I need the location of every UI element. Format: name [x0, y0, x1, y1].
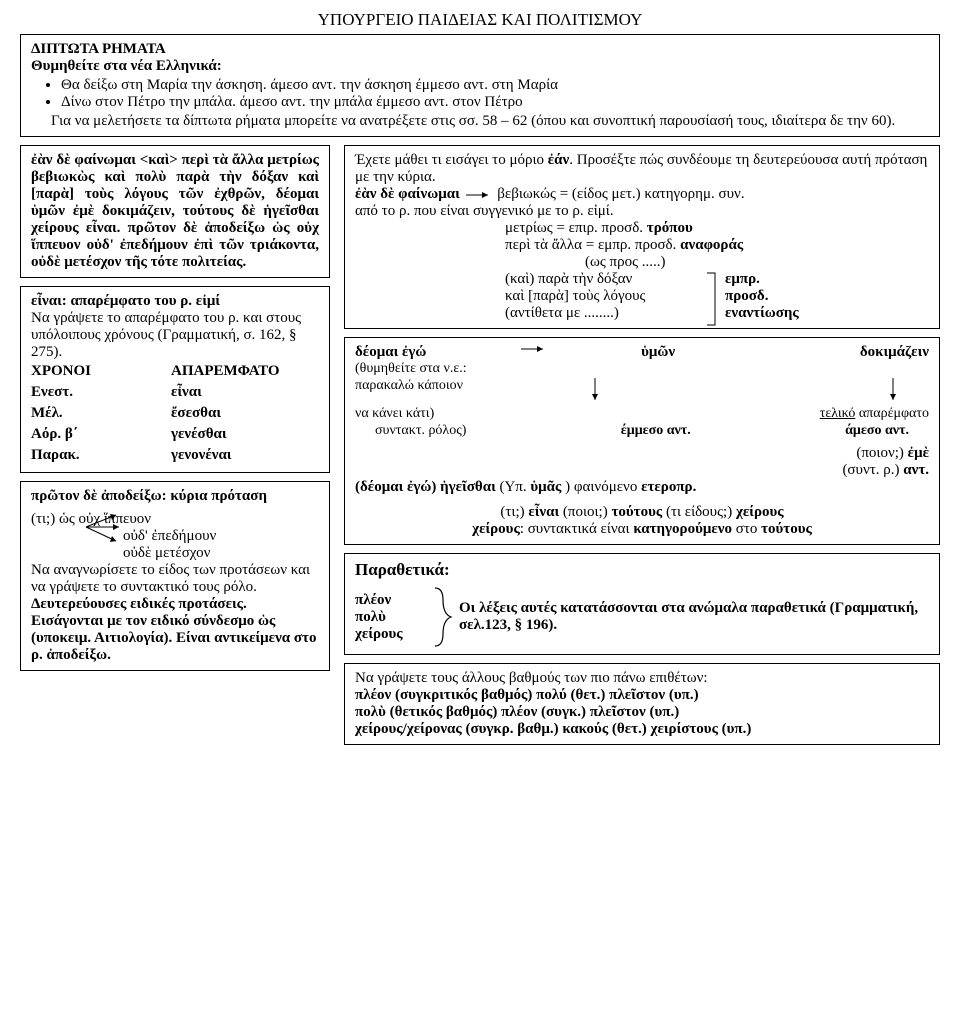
- ean-l6: (ως προς .....): [585, 254, 929, 271]
- tense-aor-v: γενέσθαι: [171, 424, 319, 445]
- deomai-r4a: να κάνει κάτι): [355, 406, 434, 423]
- example-2: Δίνω στον Πέτρο την μπάλα. άμεσο αντ. τη…: [61, 94, 929, 111]
- deomai-r5b: έμμεσο αντ.: [621, 423, 691, 440]
- para-i2: πολὺ: [355, 609, 425, 626]
- inf-line2: Να γράψετε το απαρέμφατο του ρ. και στου…: [31, 310, 319, 361]
- parathetika-box: Παραθετικά: πλέον πολὺ χείρους Οι λέξεις…: [344, 553, 940, 655]
- examples-list: Θα δείξω στη Μαρία την άσκηση. άμεσο αντ…: [61, 77, 929, 111]
- tense-fut: Μέλ.: [31, 403, 171, 424]
- degrees-box: Να γράψετε τους άλλους βαθμούς των πιο π…: [344, 663, 940, 745]
- deg-r3: χείρους/χείρονας (συγκρ. βαθμ.) κακούς (…: [355, 721, 929, 738]
- ean-l8r: προσδ.: [725, 288, 799, 305]
- curly-brace-icon: [431, 586, 453, 648]
- deomai-r3: παρακαλώ κάποιον: [355, 378, 463, 406]
- tense-hdr-left: ΧΡΟΝΟΙ: [31, 361, 171, 382]
- tense-pres: Ενεστ.: [31, 382, 171, 403]
- arrow-right-icon: [464, 190, 494, 200]
- deomai-r4c: απαρέμφατο: [859, 406, 929, 421]
- deomai-r11: (τι;) εἶναι (ποιοι;) τούτους (τι είδους;…: [355, 504, 929, 521]
- deomai-box: δέομαι ἐγώ ὑμῶν δοκιμάζειν (θυμηθείτε στ…: [344, 337, 940, 545]
- infinitive-box: εἶναι: απαρέμφατο του ρ. εἰμί Να γράψετε…: [20, 286, 330, 473]
- para-title: Παραθετικά:: [355, 560, 929, 580]
- deomai-r8: (συντ. ρ.) αντ.: [355, 462, 929, 479]
- tense-perf-v: γενονέναι: [171, 445, 319, 466]
- tense-aor: Αόρ. β΄: [31, 424, 171, 445]
- ean-l5: περὶ τὰ ἄλλα = εμπρ. προσδ. αναφοράς: [505, 237, 929, 254]
- ministry-title: ΥΠΟΥΡΓΕΙΟ ΠΑΙΔΕΙΑΣ ΚΑΙ ΠΟΛΙΤΙΣΜΟΥ: [20, 10, 940, 30]
- tense-pres-v: εἶναι: [171, 382, 319, 403]
- deomai-r4b: τελικό: [820, 406, 856, 421]
- deg-r1: πλέον (συγκριτικός βαθμός) πολύ (θετ.) π…: [355, 687, 929, 704]
- para-i3: χείρους: [355, 626, 425, 643]
- example-1: Θα δείξω στη Μαρία την άσκηση. άμεσο αντ…: [61, 77, 929, 94]
- arrow-down-icon: [887, 378, 899, 406]
- ean-analysis-box: Έχετε μάθει τι εισάγει το μόριο ἐάν. Προ…: [344, 145, 940, 329]
- tense-perf: Παρακ.: [31, 445, 171, 466]
- deomai-r5c: άμεσο αντ.: [845, 423, 909, 440]
- deomai-r1: δέομαι ἐγώ ὑμῶν δοκιμάζειν: [355, 344, 929, 361]
- deomai-r7: (ποιον;) ἐμὲ: [355, 445, 929, 462]
- ean-l9r: εναντίωσης: [725, 305, 799, 322]
- para-i1: πλέον: [355, 592, 425, 609]
- deomai-r12: χείρους: συντακτικά είναι κατηγορούμενο …: [355, 521, 929, 538]
- para-text: Οι λέξεις αυτές κατατάσσονται στα ανώμαλ…: [459, 600, 929, 634]
- deg-r2: πολὺ (θετικός βαθμός) πλέον (συγκ.) πλεῖ…: [355, 704, 929, 721]
- ean-l7r: εμπρ.: [725, 271, 799, 288]
- title-diptota: ΔΙΠΤΩΤΑ ΡΗΜΑΤΑ: [31, 41, 929, 58]
- right-bracket-icon: [705, 271, 719, 327]
- arrow-right-icon: [519, 344, 549, 354]
- greek-passage-box: ἐὰν δὲ φαίνωμαι <καὶ> περὶ τὰ ἄλλα μετρί…: [20, 145, 330, 278]
- deomai-r5a: συντακτ. ρόλος): [375, 423, 466, 440]
- tense-hdr-right: ΑΠΑΡΕΜΦΑΤΟ: [171, 361, 319, 382]
- deg-l1: Να γράψετε τους άλλους βαθμούς των πιο π…: [355, 670, 929, 687]
- clause-analysis-box: πρῶτον δὲ ἀποδείξω: κύρια πρόταση (τι;) …: [20, 481, 330, 671]
- intro-note: Για να μελετήσετε τα δίπτωτα ρήματα μπορ…: [51, 113, 929, 130]
- tense-fut-v: ἔσεσθαι: [171, 403, 319, 424]
- ean-l1: Έχετε μάθει τι εισάγει το μόριο ἐάν. Προ…: [355, 152, 929, 186]
- inf-line1: εἶναι: απαρέμφατο του ρ. εἰμί: [31, 293, 319, 310]
- ean-l3: από το ρ. που είναι συγγενικό με το ρ. ε…: [355, 203, 929, 220]
- title-remember: Θυμηθείτε στα νέα Ελληνικά:: [31, 58, 929, 75]
- cab-l6: Δευτερεύουσες ειδικές προτάσεις. Εισάγον…: [31, 596, 319, 664]
- cab-l1: πρῶτον δὲ ἀποδείξω: κύρια πρόταση: [31, 488, 319, 505]
- deomai-r2: (θυμηθείτε στα ν.ε.:: [355, 361, 929, 378]
- intro-box: ΔΙΠΤΩΤΑ ΡΗΜΑΤΑ Θυμηθείτε στα νέα Ελληνικ…: [20, 34, 940, 137]
- ean-l4: μετρίως = επιρ. προσδ. τρόπου: [505, 220, 929, 237]
- arrow-down-icon: [589, 378, 601, 406]
- deomai-r9: (δέομαι ἐγώ) ἡγεῖσθαι (Υπ. ὑμᾶς ) φαινόμ…: [355, 479, 929, 496]
- ean-l2: ἐὰν δὲ φαίνωμαι βεβιωκώς = (είδος μετ.) …: [355, 186, 929, 203]
- arrow-fan-icon: [61, 509, 181, 569]
